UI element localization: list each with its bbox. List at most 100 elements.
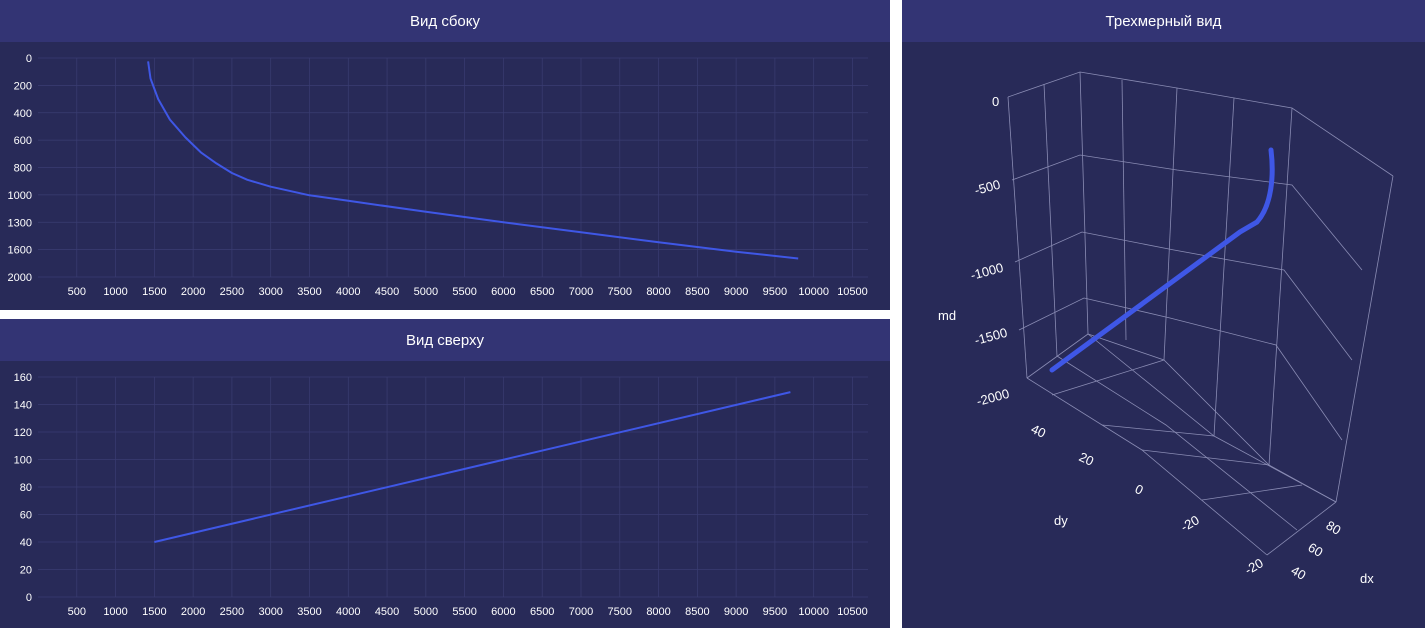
- x-tick-label: 5000: [414, 286, 438, 298]
- z-tick-label: -2000: [975, 386, 1011, 409]
- x-tick-label: 10500: [837, 606, 868, 618]
- y-tick-label: 1000: [8, 190, 32, 202]
- x-tick-label: 8500: [685, 606, 709, 618]
- top-view-title: Вид сверху: [0, 319, 890, 361]
- x-tick-label: 2500: [220, 606, 244, 618]
- three-d-grid-line: [1141, 449, 1270, 466]
- y-tick-label: 80: [20, 482, 32, 494]
- three-d-grid-line: [1201, 484, 1303, 501]
- y-tick-label: 40: [20, 537, 32, 549]
- y-tick-label: 0: [26, 53, 32, 65]
- x-tick-label: 3000: [258, 606, 282, 618]
- x-tick-label: 9500: [763, 606, 787, 618]
- three-d-trajectory-line: [1049, 147, 1275, 373]
- y-axis-label: dy: [1054, 513, 1068, 528]
- z-tick-label: 0: [992, 94, 999, 109]
- side-view-chart[interactable]: 500 1000 1500 2000 2500 3000 3500 4000 4500 5000 5…: [0, 0, 890, 310]
- x-tick-label: 8000: [646, 286, 670, 298]
- y-tick-label: 2000: [8, 272, 32, 284]
- three-d-view-panel: Трехмерный вид: [902, 0, 1425, 628]
- y-tick-label: 600: [14, 135, 32, 147]
- y-tick-label: 0: [1133, 481, 1146, 498]
- three-d-grid-line: [1018, 297, 1343, 441]
- x-tick-label: 2500: [220, 286, 244, 298]
- y-tick-label: 200: [14, 80, 32, 92]
- three-d-grid-line: [1051, 359, 1165, 396]
- y-tick-label: 20: [1077, 449, 1096, 469]
- x-tick-label: 500: [68, 606, 86, 618]
- x-tick-label: 4000: [336, 286, 360, 298]
- y-tick-label: 100: [14, 455, 32, 467]
- x-tick-label: 6000: [491, 606, 515, 618]
- x-tick-label: 5000: [414, 606, 438, 618]
- y-tick-label: 20: [20, 565, 32, 577]
- three-d-grid-line: [1026, 377, 1268, 556]
- x-tick-label: 10000: [798, 286, 829, 298]
- x-tick-label: 60: [1306, 540, 1326, 560]
- three-d-labels: md dy dx 0 -500 -1000 -1500 -2000 40 20 …: [938, 94, 1374, 586]
- x-tick-label: 6500: [530, 606, 554, 618]
- three-d-grid-line: [1335, 175, 1394, 503]
- y-tick-label: 160: [14, 372, 32, 384]
- y-tick-label: 40: [1029, 421, 1048, 441]
- y-tick-label: 1300: [8, 217, 32, 229]
- top-view-panel: Вид сверху 500 1000 1500 2000 2500 3000 3500 40…: [0, 319, 890, 628]
- x-tick-label: 5500: [452, 286, 476, 298]
- x-tick-label: 3000: [258, 286, 282, 298]
- three-d-grid-line: [1266, 501, 1337, 556]
- z-tick-label: -1000: [969, 260, 1005, 283]
- three-d-grid-line: [1268, 107, 1293, 466]
- three-d-grid-line: [1079, 71, 1089, 335]
- x-tick-label: 10500: [837, 286, 868, 298]
- side-view-title: Вид сбоку: [0, 0, 890, 42]
- x-tick-label: 1500: [142, 606, 166, 618]
- x-tick-label: 7000: [569, 286, 593, 298]
- x-tick-label: 3500: [297, 606, 321, 618]
- three-d-grid-line: [1101, 424, 1215, 437]
- three-d-grid-line: [1014, 231, 1353, 361]
- three-d-grid-line: [1087, 333, 1337, 503]
- x-tick-label: 1000: [103, 606, 127, 618]
- three-d-grid-line: [1213, 97, 1235, 437]
- y-tick-label: 800: [14, 163, 32, 175]
- x-tick-label: 6500: [530, 286, 554, 298]
- z-tick-label: -500: [973, 177, 1002, 198]
- three-d-view-title: Трехмерный вид: [902, 0, 1425, 42]
- x-tick-label: 9500: [763, 286, 787, 298]
- x-tick-label: 40: [1289, 563, 1309, 583]
- x-axis-label: dx: [1360, 571, 1374, 586]
- trajectory-line: [154, 391, 791, 543]
- three-d-grid: [1007, 71, 1394, 556]
- y-tick-label: 120: [14, 427, 32, 439]
- three-d-grid-line: [1056, 355, 1298, 531]
- x-tick-label: 6000: [491, 286, 515, 298]
- trajectory-line: [147, 61, 799, 260]
- x-tick-label: -20: [1242, 555, 1266, 577]
- side-view-panel: Вид сбоку 500 1000 1500 2000 2500 3000 3500 400…: [0, 0, 890, 310]
- x-tick-label: 4000: [336, 606, 360, 618]
- y-tick-label: 1600: [8, 245, 32, 257]
- x-tick-label: 8000: [646, 606, 670, 618]
- y-tick-label: 0: [26, 592, 32, 604]
- x-tick-label: 9000: [724, 286, 748, 298]
- x-tick-label: 80: [1324, 518, 1344, 538]
- z-axis-label: md: [938, 308, 956, 323]
- x-tick-label: 7500: [608, 606, 632, 618]
- y-tick-label: 140: [14, 400, 32, 412]
- x-tick-label: 500: [68, 286, 86, 298]
- x-tick-label: 5500: [452, 606, 476, 618]
- x-tick-label: 9000: [724, 606, 748, 618]
- top-view-chart[interactable]: 500 1000 1500 2000 2500 3000 3500 4000 4500 5000 5…: [0, 319, 890, 628]
- x-tick-label: 3500: [297, 286, 321, 298]
- three-d-view-chart[interactable]: md dy dx 0 -500 -1000 -1500 -2000 40 20 …: [902, 0, 1425, 628]
- x-tick-label: 1000: [103, 286, 127, 298]
- x-tick-label: 7000: [569, 606, 593, 618]
- three-d-grid-line: [1007, 96, 1028, 379]
- three-d-grid-line: [1011, 154, 1363, 271]
- x-tick-label: 4500: [375, 606, 399, 618]
- y-tick-label: 400: [14, 108, 32, 120]
- x-tick-label: 10000: [798, 606, 829, 618]
- three-d-grid-line: [1043, 83, 1058, 357]
- three-d-grid-line: [1163, 87, 1178, 361]
- y-tick-label: -20: [1178, 512, 1202, 534]
